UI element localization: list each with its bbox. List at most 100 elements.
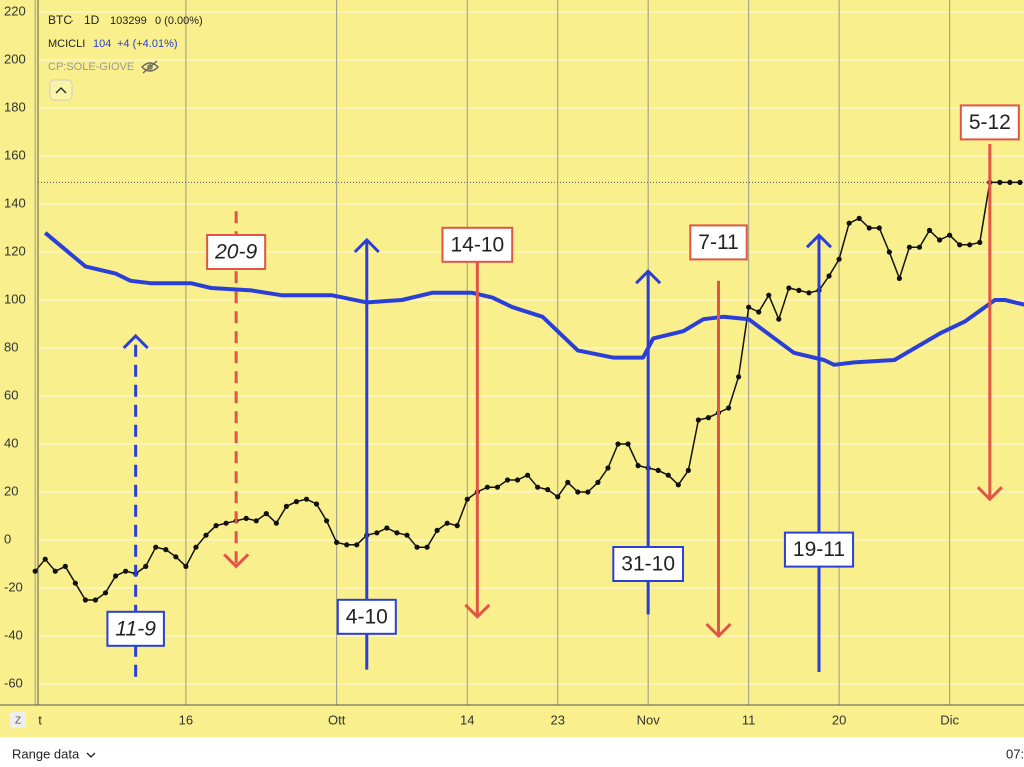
y-tick-label: 0: [4, 531, 11, 546]
data-point: [766, 292, 772, 298]
data-point: [494, 484, 501, 490]
data-point: [786, 285, 792, 291]
legend-entry[interactable]: BTC: [48, 13, 72, 27]
data-point: [524, 472, 531, 478]
data-point: [967, 242, 973, 248]
y-tick-label: 80: [4, 339, 18, 354]
data-point: [695, 417, 702, 423]
data-point: [143, 563, 149, 570]
timezone-label: Z: [15, 716, 21, 727]
data-point: [484, 484, 490, 490]
data-point: [916, 244, 923, 250]
annotation-box: [206, 234, 267, 270]
legend-entry[interactable]: MCICLI: [48, 38, 85, 50]
data-point: [193, 544, 199, 550]
annotation-box: [783, 531, 855, 568]
data-point: [434, 527, 440, 534]
y-tick-label: 200: [4, 51, 26, 66]
annotation-box: [336, 598, 397, 635]
x-tick-label: Dic: [940, 712, 959, 727]
data-point: [92, 597, 99, 603]
data-point: [705, 415, 712, 421]
data-point: [163, 547, 169, 553]
legend-change: 0 (0.00%): [155, 15, 203, 27]
data-point: [665, 472, 671, 478]
data-point: [273, 520, 279, 526]
data-point: [424, 544, 430, 550]
clock: 07:: [1006, 746, 1024, 761]
x-tick-label: t: [38, 712, 42, 727]
data-point: [213, 523, 219, 529]
x-tick-label: Nov: [637, 712, 661, 727]
data-point: [826, 273, 832, 279]
arrow-head: [353, 237, 380, 254]
y-tick-label: 60: [4, 387, 18, 402]
annotation-box: [612, 546, 685, 582]
y-tick-label: -40: [4, 627, 23, 642]
legend-hidden-indicator[interactable]: CP:SOLE-GIOVE: [48, 61, 134, 73]
data-point: [62, 563, 68, 570]
timezone-button[interactable]: [10, 712, 26, 728]
x-tick-label: 20: [832, 712, 846, 727]
data-point: [615, 441, 621, 447]
annotation-box: [441, 226, 514, 263]
y-tick-label: 40: [4, 435, 18, 450]
data-point: [414, 544, 420, 550]
data-point: [806, 290, 812, 296]
annotation-label: 31-10: [621, 553, 675, 576]
data-point: [404, 532, 410, 538]
range-button[interactable]: Range data: [12, 746, 80, 761]
y-tick-label: 120: [4, 243, 26, 258]
x-tick-label: 16: [179, 712, 193, 727]
data-point: [72, 580, 78, 586]
arrow-head: [223, 553, 250, 569]
annotation-box: [959, 104, 1020, 141]
data-point: [444, 520, 450, 526]
data-point: [223, 520, 229, 526]
range-caret: [86, 752, 96, 758]
data-point: [283, 503, 289, 509]
data-point: [334, 539, 340, 546]
y-tick-label: 160: [4, 147, 26, 162]
data-point: [82, 597, 89, 603]
annotation-box: [106, 610, 165, 647]
arrow-head: [122, 333, 149, 350]
hidden-eye-icon[interactable]: [141, 60, 159, 74]
series-line: [43, 231, 1024, 367]
data-point: [565, 479, 571, 485]
data-point: [102, 590, 109, 596]
data-point: [655, 467, 661, 473]
data-point: [685, 467, 691, 473]
data-point: [32, 568, 38, 574]
data-point: [394, 530, 400, 536]
y-tick-label: 140: [4, 195, 26, 210]
data-point: [203, 532, 209, 538]
data-point: [323, 518, 330, 524]
y-tick-label: 100: [4, 291, 26, 306]
arrow-head: [635, 269, 662, 285]
data-point: [906, 244, 913, 250]
data-point: [344, 542, 350, 548]
y-tick-label: -20: [4, 579, 23, 594]
data-point: [253, 518, 259, 524]
data-point: [776, 316, 782, 322]
arrow-head: [705, 622, 732, 639]
data-point: [836, 256, 842, 262]
data-point: [936, 237, 943, 243]
data-point: [504, 477, 511, 483]
data-point: [303, 496, 310, 502]
collapse-button[interactable]: [49, 79, 73, 101]
data-point: [886, 249, 892, 255]
data-point: [112, 573, 119, 579]
y-tick-label: -60: [4, 675, 23, 690]
arrow-head: [464, 603, 491, 619]
data-point: [605, 465, 611, 471]
data-point: [896, 275, 902, 281]
data-point: [595, 479, 601, 485]
data-point: [957, 242, 963, 248]
data-point: [1007, 179, 1013, 185]
annotation-box: [689, 224, 748, 261]
annotation-label: 5-12: [969, 111, 1011, 134]
x-tick-label: 14: [460, 712, 474, 727]
